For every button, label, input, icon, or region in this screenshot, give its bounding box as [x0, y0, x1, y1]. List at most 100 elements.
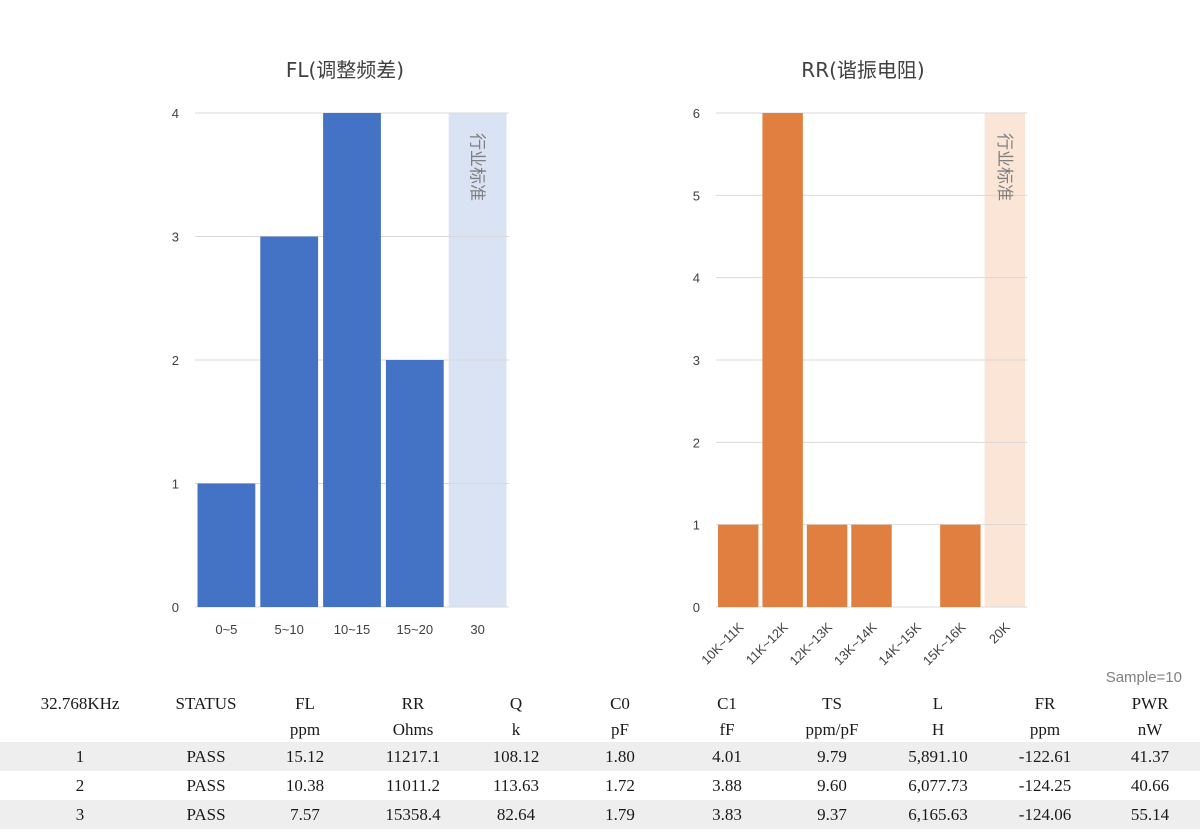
table-cell: 82.64 — [468, 800, 564, 829]
x-tick-label: 5~10 — [275, 622, 304, 637]
y-tick-label: 3 — [693, 353, 700, 368]
table-cell: PASS — [160, 800, 252, 829]
table-cell: 4.01 — [676, 742, 778, 771]
y-tick-label: 3 — [172, 230, 179, 245]
x-tick-label: 10K~11K — [698, 619, 746, 667]
table-cell: 6,077.73 — [908, 776, 968, 795]
table-cell: -124.06 — [990, 800, 1100, 829]
table-cell: 7.57 — [252, 800, 358, 829]
y-tick-label: 1 — [172, 477, 179, 492]
bar — [718, 524, 759, 607]
table-cell: Q — [509, 694, 523, 713]
table-cell: 11011.2 — [386, 776, 440, 795]
table-cell: 15.12 — [252, 742, 358, 771]
table-cell: H — [931, 720, 945, 739]
y-tick-label: 0 — [693, 600, 700, 615]
table-cell: 2 — [75, 776, 85, 795]
table-cell: 1 — [0, 742, 160, 771]
table-cell: STATUS — [175, 694, 237, 713]
y-tick-label: 0 — [172, 600, 179, 615]
table-cell: -122.61 — [990, 742, 1100, 771]
table-cell: PASS — [186, 776, 226, 795]
table-cell: L — [932, 694, 944, 713]
x-tick-label: 10~15 — [334, 622, 371, 637]
table-cell: Ohms — [392, 720, 434, 739]
x-tick-label: 30 — [470, 622, 484, 637]
table-cell: 1.80 — [564, 742, 676, 771]
table-cell: 9.60 — [817, 776, 847, 795]
reference-band-label: 行业标准 — [994, 133, 1014, 201]
bar — [851, 524, 892, 607]
table-cell: 1.72 — [605, 776, 635, 795]
table-cell: C1 — [717, 694, 737, 713]
x-tick-label: 15K~16K — [920, 619, 969, 668]
table-cell: 3 — [0, 800, 160, 829]
table-cell: 40.66 — [1130, 776, 1170, 795]
table-row: 2 PASS 10.38 11011.2 113.63 1.72 3.88 9.60 6,077… — [0, 771, 1200, 800]
table-cell — [160, 718, 252, 742]
table-row: 1 PASS 15.12 11217.1 108.12 1.80 4.01 9.79 5,891… — [0, 742, 1200, 771]
table-cell: RR — [401, 694, 425, 713]
table-cell: 32.768KHz — [40, 694, 120, 713]
bar — [940, 524, 981, 607]
table-cell: 5,891.10 — [886, 742, 990, 771]
table-cell: fF — [719, 720, 735, 739]
table-header-row: 32.768KHz STATUS FL RR Q C0 C1 TS L FR PWR — [0, 690, 1200, 718]
x-tick-label: 15~20 — [397, 622, 434, 637]
table-cell: 11217.1 — [358, 742, 468, 771]
y-tick-label: 4 — [172, 106, 179, 121]
table-cell: pF — [611, 720, 629, 739]
x-tick-label: 13K~14K — [831, 619, 880, 668]
table-cell: ppm — [1029, 720, 1061, 739]
bar — [197, 483, 256, 607]
table-cell: ppm — [289, 720, 321, 739]
y-tick-label: 4 — [693, 271, 700, 286]
chart-title: FL(调整频差) — [286, 58, 404, 82]
table-cell: 3.88 — [712, 776, 742, 795]
measurement-table: 32.768KHz STATUS FL RR Q C0 C1 TS L FR PWR ppm Ohms k… — [0, 690, 1200, 829]
table-cell: k — [511, 720, 521, 739]
table-cell: PWR — [1131, 694, 1169, 713]
table-cell: 3.83 — [676, 800, 778, 829]
table-cell: 41.37 — [1100, 742, 1200, 771]
bar — [260, 236, 319, 607]
bar — [762, 113, 803, 607]
bar — [806, 524, 848, 607]
y-tick-label: 6 — [693, 106, 700, 121]
table-cell: ppm/pF — [805, 720, 859, 739]
table-cell: TS — [822, 694, 842, 713]
table-cell: FL — [295, 694, 315, 713]
x-tick-label: 12K~13K — [787, 619, 836, 668]
table-row: 3 PASS 7.57 15358.4 82.64 1.79 3.83 9.37 6,165.6… — [0, 800, 1200, 829]
sample-size-label: Sample=10 — [1105, 669, 1182, 686]
x-tick-label: 20K — [986, 619, 1013, 646]
table-cell: 108.12 — [468, 742, 564, 771]
y-tick-label: 1 — [693, 518, 700, 533]
table-cell: nW — [1137, 720, 1163, 739]
table-cell: 55.14 — [1100, 800, 1200, 829]
table-cell: FR — [1034, 694, 1056, 713]
y-tick-label: 2 — [693, 435, 700, 450]
chart-title: RR(谐振电阻) — [801, 58, 924, 82]
x-tick-label: 14K~15K — [875, 619, 924, 668]
table-cell: 6,165.63 — [886, 800, 990, 829]
table-cell: 1.79 — [564, 800, 676, 829]
bar — [385, 360, 444, 607]
table-cell: 10.38 — [285, 776, 325, 795]
y-tick-label: 5 — [693, 188, 700, 203]
table-cell: C0 — [610, 694, 630, 713]
reference-band-label: 行业标准 — [467, 133, 487, 201]
table-cell: PASS — [160, 742, 252, 771]
x-tick-label: 11K~12K — [743, 619, 791, 667]
bar — [323, 113, 381, 607]
table-cell — [0, 718, 160, 742]
x-tick-label: 0~5 — [215, 622, 237, 637]
y-tick-label: 2 — [172, 353, 179, 368]
table-cell: -124.25 — [1018, 776, 1072, 795]
table-cell: 15358.4 — [358, 800, 468, 829]
table-cell: 9.37 — [778, 800, 886, 829]
table-cell: 9.79 — [778, 742, 886, 771]
table-cell: 113.63 — [492, 776, 540, 795]
